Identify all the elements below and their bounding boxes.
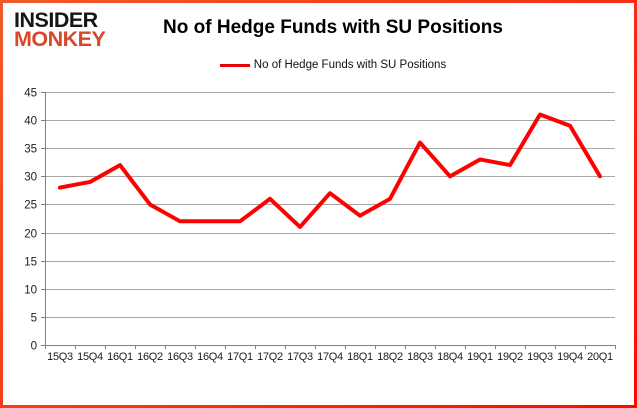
y-tick-label: 10 xyxy=(24,285,37,297)
y-tick-label: 35 xyxy=(24,144,37,156)
x-tick-label: 17Q2 xyxy=(257,351,283,363)
series-line xyxy=(58,112,602,229)
x-tick-label: 18Q2 xyxy=(377,351,403,363)
y-tick-label: 0 xyxy=(31,341,37,353)
y-tick-label: 25 xyxy=(24,200,37,212)
x-tick-label: 16Q1 xyxy=(107,351,133,363)
y-tick-label: 5 xyxy=(31,313,37,325)
x-tick-label: 19Q2 xyxy=(497,351,523,363)
logo-insider-text: INSIDER xyxy=(14,8,98,32)
x-tick-label: 19Q3 xyxy=(527,351,553,363)
x-tick-label: 16Q4 xyxy=(197,351,223,363)
y-tick-label: 15 xyxy=(24,257,37,269)
x-tick-label: 18Q1 xyxy=(347,351,373,363)
chart-title: No of Hedge Funds with SU Positions xyxy=(163,17,503,38)
x-tick-label: 16Q3 xyxy=(167,351,193,363)
chart-canvas: INSIDER MONKEY No of Hedge Funds with SU… xyxy=(3,3,634,405)
x-tick-label: 18Q3 xyxy=(407,351,433,363)
x-tick-label: 17Q4 xyxy=(317,351,343,363)
x-tick-label: 15Q4 xyxy=(77,351,103,363)
x-tick-label: 19Q1 xyxy=(467,351,493,363)
legend: No of Hedge Funds with SU Positions xyxy=(103,59,563,71)
legend-series-label: No of Hedge Funds with SU Positions xyxy=(253,59,447,71)
x-tick-label: 20Q1 xyxy=(587,351,613,363)
legend-line-marker-icon xyxy=(219,63,250,67)
insider-monkey-logo: INSIDER MONKEY xyxy=(14,8,106,51)
x-tick-label: 17Q3 xyxy=(287,351,313,363)
y-tick-label: 45 xyxy=(24,88,37,100)
y-tick-label: 40 xyxy=(24,116,37,128)
x-tick-label: 15Q3 xyxy=(47,351,73,363)
y-tick-label: 20 xyxy=(24,229,37,241)
y-tick-label: 30 xyxy=(24,172,37,184)
logo-monkey-text: MONKEY xyxy=(14,27,106,51)
title-area: No of Hedge Funds with SU Positions xyxy=(103,17,563,39)
x-tick-label: 19Q4 xyxy=(557,351,583,363)
x-tick-label: 18Q4 xyxy=(437,351,463,363)
line-chart: 0 5 10 15 20 25 30 35 40 45 15Q3 15Q4 16Q1 16Q2 16Q3 16… xyxy=(24,88,616,363)
x-tick-label: 17Q1 xyxy=(227,351,253,363)
x-tick-label: 16Q2 xyxy=(137,351,163,363)
